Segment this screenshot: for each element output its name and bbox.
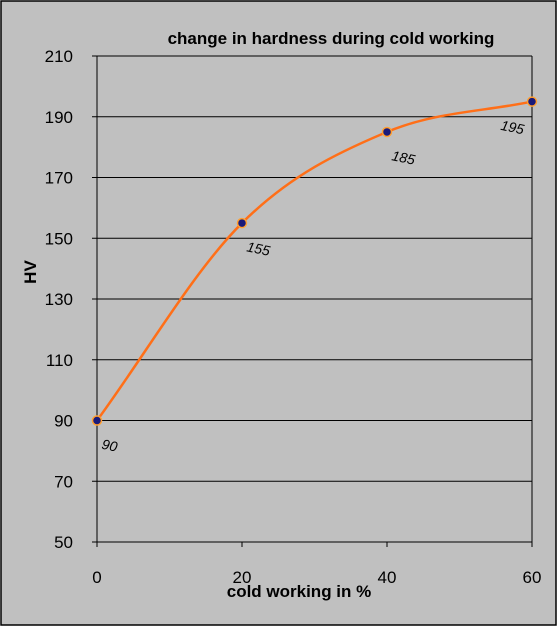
data-label: 90	[100, 436, 119, 455]
gridlines	[97, 55, 532, 543]
y-axis-title: HV	[21, 260, 40, 284]
x-tick-label: 60	[523, 568, 542, 587]
y-tick-label: 90	[54, 412, 73, 431]
x-tick-label: 40	[378, 568, 397, 587]
x-tick-labels: 0 20 40 60	[92, 568, 541, 587]
data-label: 185	[390, 147, 416, 168]
data-point	[526, 96, 538, 107]
series	[91, 96, 538, 426]
y-tick-labels: 50 70 90 110 130 150 170 190 210	[45, 47, 73, 552]
data-point	[91, 415, 103, 426]
y-tick-label: 150	[45, 229, 73, 248]
data-label: 155	[245, 238, 271, 259]
data-labels: 90 155 185 195	[100, 117, 525, 455]
y-tick-label: 210	[45, 47, 73, 66]
data-point	[236, 217, 248, 229]
chart-title: change in hardness during cold working	[168, 29, 495, 48]
data-label: 195	[499, 117, 525, 138]
x-axis-title: cold working in %	[227, 582, 372, 601]
series-line	[95, 100, 533, 422]
y-tick-label: 190	[45, 108, 73, 127]
y-tick-label: 110	[46, 351, 73, 370]
y-tick-label: 50	[54, 533, 73, 552]
y-tick-label: 170	[45, 169, 73, 188]
x-tick-label: 0	[92, 568, 101, 587]
data-point	[381, 126, 393, 138]
y-tick-label: 70	[54, 472, 73, 491]
y-tick-label: 130	[45, 290, 73, 309]
x-tick-label: 20	[233, 568, 252, 587]
